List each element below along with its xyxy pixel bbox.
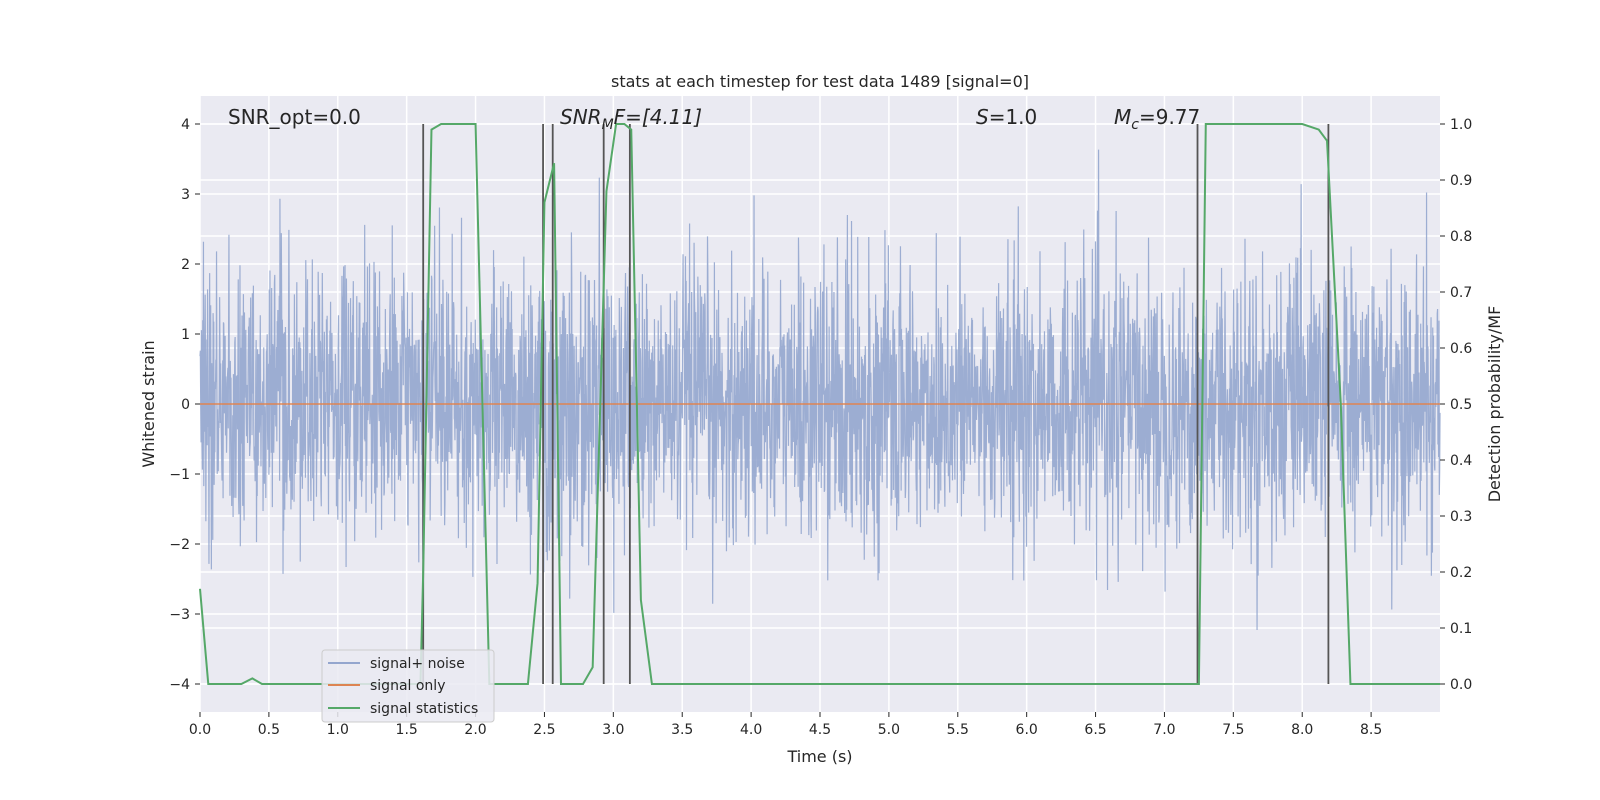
x-tick-label: 2.0 bbox=[464, 722, 486, 738]
x-tick-label: 4.5 bbox=[809, 722, 831, 738]
x-tick-label: 5.5 bbox=[947, 722, 969, 738]
noise-trace bbox=[199, 149, 1441, 631]
annotation-s-main: S bbox=[976, 105, 989, 129]
x-tick-label: 0.5 bbox=[258, 722, 280, 738]
y2-ticks: 0.0 0.1 0.2 0.3 0.4 0.5 0.6 0.7 0.8 0.9 1.0 bbox=[1440, 117, 1472, 693]
y-tick-label: 4 bbox=[181, 117, 190, 133]
x-tick-label: 8.0 bbox=[1291, 722, 1313, 738]
x-ticks: 0.0 0.5 1.0 1.5 2.0 2.5 3.0 3.5 4.0 4.5 5.0 5.5 6.0 6… bbox=[189, 712, 1382, 738]
y-tick-label: −2 bbox=[169, 537, 190, 553]
noise-line bbox=[199, 149, 1441, 631]
annotation-snr-mf: SNRMF=[4.11] bbox=[560, 105, 702, 133]
x-tick-label: 8.5 bbox=[1360, 722, 1382, 738]
y2-tick-label: 0.3 bbox=[1450, 509, 1472, 525]
y2-tick-label: 0.8 bbox=[1450, 229, 1472, 245]
x-tick-label: 5.0 bbox=[878, 722, 900, 738]
legend-box bbox=[321, 649, 495, 723]
annotation-mc-rest: =9.77 bbox=[1139, 105, 1200, 129]
annotation-snr-opt: SNR_opt=0.0 bbox=[228, 105, 361, 129]
legend-label-statistics: signal statistics bbox=[370, 701, 478, 717]
x-tick-label: 1.5 bbox=[396, 722, 418, 738]
annotation-mc: Mc=9.77 bbox=[1114, 105, 1200, 133]
legend-label-signal-only: signal only bbox=[370, 678, 445, 694]
annotation-mc-main: M bbox=[1114, 105, 1131, 129]
annotation-snr-mf-main: SNR bbox=[560, 105, 602, 129]
y-tick-label: 3 bbox=[181, 187, 190, 203]
x-tick-label: 3.5 bbox=[671, 722, 693, 738]
annotation-snr-mf-sub: M bbox=[602, 117, 614, 133]
marker-lines bbox=[422, 124, 1330, 684]
x-tick-label: 1.0 bbox=[327, 722, 349, 738]
annotation-mc-sub: c bbox=[1131, 117, 1139, 133]
annotation-snr-mf-rest: F=[4.11] bbox=[614, 105, 702, 129]
y-ticks: −4 −3 −2 −1 0 1 2 3 4 bbox=[169, 117, 200, 693]
y2-tick-label: 0.7 bbox=[1450, 285, 1472, 301]
x-tick-label: 0.0 bbox=[189, 722, 211, 738]
annotation-s-rest: =1.0 bbox=[989, 105, 1038, 129]
x-tick-label: 6.0 bbox=[1016, 722, 1038, 738]
x-tick-label: 7.0 bbox=[1153, 722, 1175, 738]
legend-label-noise: signal+ noise bbox=[370, 656, 465, 672]
annotation-s: S=1.0 bbox=[976, 105, 1037, 129]
x-tick-label: 7.5 bbox=[1222, 722, 1244, 738]
y-tick-label: 2 bbox=[181, 257, 190, 273]
y-axis-label: Whitened strain bbox=[139, 340, 158, 467]
x-axis-label: Time (s) bbox=[786, 747, 852, 766]
x-tick-label: 6.5 bbox=[1084, 722, 1106, 738]
y-tick-label: −1 bbox=[169, 467, 190, 483]
y2-tick-label: 0.2 bbox=[1450, 565, 1472, 581]
y-tick-label: −3 bbox=[169, 607, 190, 623]
legend: signal+ noise signal only signal statist… bbox=[321, 649, 495, 723]
y2-tick-label: 0.4 bbox=[1450, 453, 1472, 469]
x-tick-label: 3.0 bbox=[602, 722, 624, 738]
y-tick-label: 1 bbox=[181, 327, 190, 343]
chart-title: stats at each timestep for test data 148… bbox=[611, 72, 1029, 91]
y2-tick-label: 0.0 bbox=[1450, 677, 1472, 693]
x-tick-label: 4.0 bbox=[740, 722, 762, 738]
y-tick-label: 0 bbox=[181, 397, 190, 413]
y2-tick-label: 0.6 bbox=[1450, 341, 1472, 357]
y2-tick-label: 0.9 bbox=[1450, 173, 1472, 189]
x-tick-label: 2.5 bbox=[533, 722, 555, 738]
y2-tick-label: 0.5 bbox=[1450, 397, 1472, 413]
y2-tick-label: 0.1 bbox=[1450, 621, 1472, 637]
y2-axis-label: Detection probability/MF bbox=[1485, 306, 1504, 503]
y2-tick-label: 1.0 bbox=[1450, 117, 1472, 133]
y-tick-label: −4 bbox=[169, 677, 190, 693]
